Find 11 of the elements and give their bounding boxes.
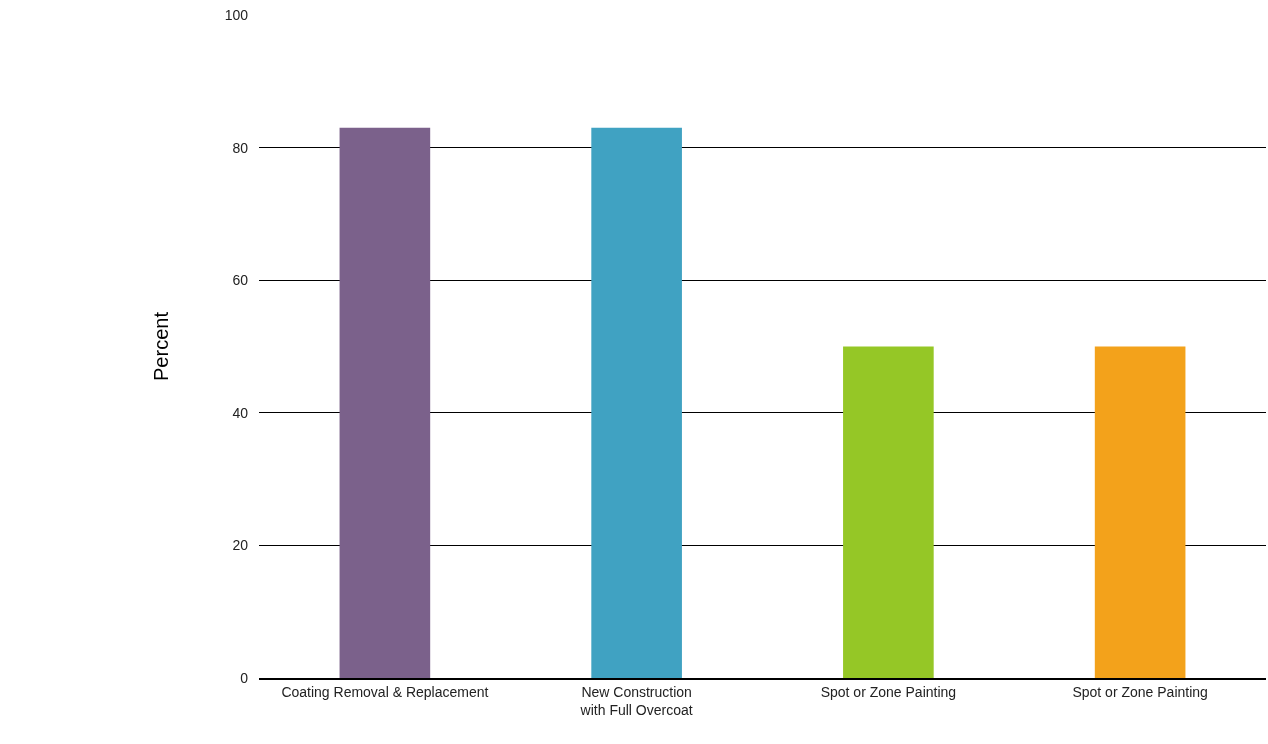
y-tick-label: 0 — [240, 669, 249, 686]
x-tick-label: Spot or Zone Painting — [820, 683, 957, 700]
y-tick-label: 40 — [232, 404, 249, 421]
y-tick-label: 20 — [232, 537, 249, 554]
y-tick-label: 80 — [232, 139, 249, 156]
y-tick-label: 60 — [232, 272, 249, 289]
x-tick-label: New Construction with Full Overcoat — [579, 683, 693, 718]
y-axis-title: Percent — [150, 311, 173, 381]
y-tick-label: 100 — [224, 6, 249, 23]
x-tick-label: Spot or Zone Painting — [1072, 683, 1208, 700]
x-tick-label: Coating Removal & Replacement — [281, 683, 489, 700]
